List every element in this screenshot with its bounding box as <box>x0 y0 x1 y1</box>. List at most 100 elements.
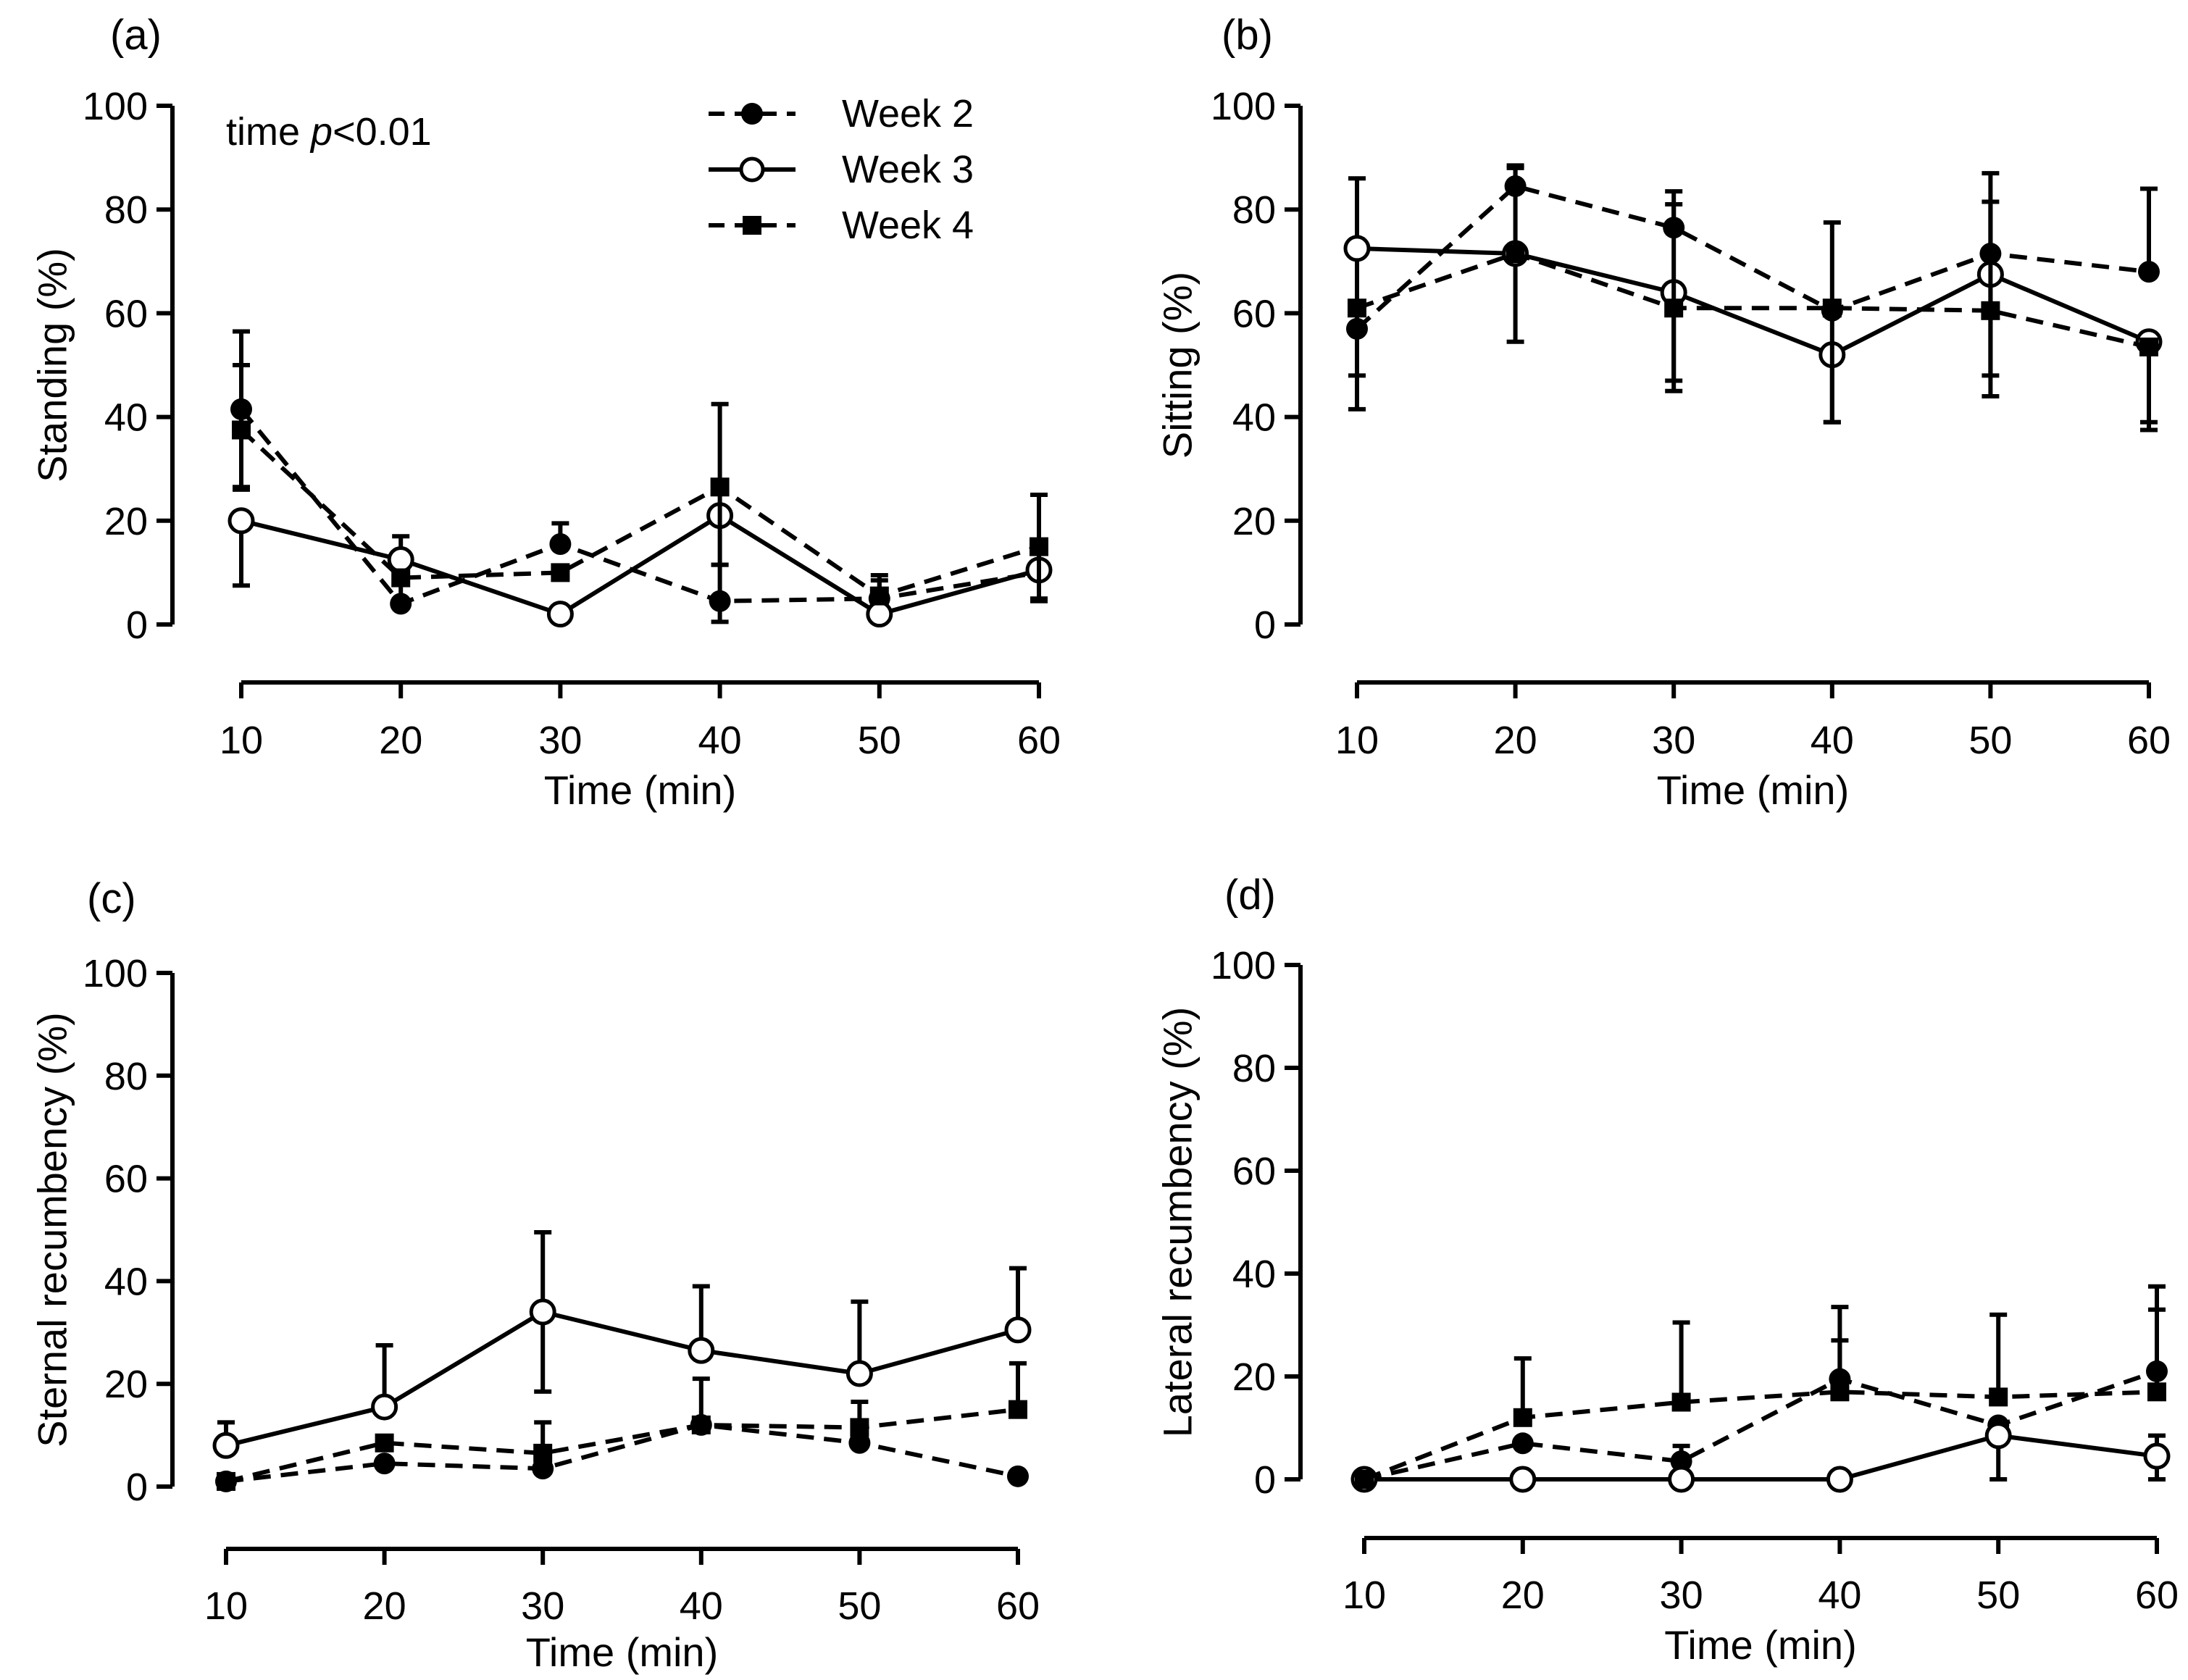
x-tick-label: 20 <box>363 1584 406 1628</box>
x-axis: 10 20 30 40 50 60 Time (min) <box>1335 680 2171 813</box>
y-tick-label: 60 <box>1232 292 1276 335</box>
panel-label: (c) <box>87 875 136 922</box>
x-tick-label: 30 <box>1660 1574 1703 1617</box>
data-point-filled-circle <box>2138 261 2160 283</box>
legend-marker-filled-square <box>743 216 761 235</box>
x-tick-label: 50 <box>1968 719 2012 762</box>
series-week-4 <box>1348 165 2158 425</box>
y-tick-label: 0 <box>126 603 148 647</box>
data-point-open-circle <box>845 1360 873 1387</box>
y-tick-label: 100 <box>1211 944 1276 987</box>
x-tick-label: 50 <box>838 1584 881 1628</box>
y-axis: 0 20 40 60 80 100 Standing (%) <box>30 85 175 647</box>
series-week-2 <box>1353 1284 2168 1490</box>
legend: Week 2 Week 3 Week 4 <box>709 92 974 247</box>
series-line <box>241 513 1040 617</box>
x-axis-title: Time (min) <box>526 1629 718 1675</box>
y-tick-label: 0 <box>126 1466 148 1509</box>
data-point-filled-square <box>1671 1392 1691 1412</box>
x-tick-label: 10 <box>204 1584 248 1628</box>
data-point-filled-square <box>232 420 251 440</box>
legend-entry-week-3: Week 3 <box>709 148 974 191</box>
y-tick-label: 60 <box>1232 1150 1276 1193</box>
x-axis-title: Time (min) <box>544 767 736 813</box>
y-tick-label: 100 <box>1211 85 1276 128</box>
data-point-filled-circle <box>1670 1450 1692 1473</box>
series-week-3 <box>227 502 1053 628</box>
x-axis: 10 20 30 40 50 60 Time (min) <box>204 1547 1040 1675</box>
data-point-filled-square <box>551 563 570 582</box>
x-tick-label: 30 <box>521 1584 564 1628</box>
data-point-filled-square <box>1355 1470 1374 1489</box>
data-point-filled-square <box>1348 298 1366 318</box>
y-tick-label: 0 <box>1254 603 1276 647</box>
data-point-filled-circle <box>1511 1432 1534 1455</box>
legend-entry-week-4: Week 4 <box>709 204 974 247</box>
data-point-filled-square <box>1989 1387 2008 1407</box>
data-point-filled-square <box>1009 1400 1027 1419</box>
y-tick-label: 80 <box>104 1055 148 1098</box>
x-tick-label: 60 <box>996 1584 1040 1628</box>
x-axis: 10 20 30 40 50 60 Time (min) <box>220 680 1061 813</box>
y-tick-label: 60 <box>104 292 148 335</box>
y-tick-label: 40 <box>1232 396 1276 440</box>
x-axis: 10 20 30 40 50 60 Time (min) <box>1343 1536 2179 1668</box>
data-point-filled-square <box>1822 298 1842 318</box>
series-line <box>239 407 1040 606</box>
x-tick-label: 10 <box>1335 719 1379 762</box>
series-line <box>225 1407 1019 1484</box>
data-point-filled-circle <box>549 533 572 556</box>
series-line <box>1356 246 2150 357</box>
series-week-2 <box>1346 163 2160 340</box>
x-tick-label: 40 <box>698 719 742 762</box>
panel-label: (a) <box>110 12 162 59</box>
data-point-filled-square <box>375 1433 394 1453</box>
series-line <box>239 428 1040 598</box>
series-line <box>225 1309 1019 1448</box>
data-point-filled-circle <box>848 1432 871 1454</box>
data-point-open-circle <box>529 1298 556 1326</box>
y-axis: 0 20 40 60 80 100 Sitting (%) <box>1155 85 1303 647</box>
series-week-4 <box>1355 1307 2166 1489</box>
y-axis-title: Sitting (%) <box>1155 272 1201 459</box>
data-point-filled-square <box>533 1443 553 1463</box>
data-point-open-circle <box>1343 235 1371 262</box>
data-point-filled-square <box>710 477 730 497</box>
data-point-filled-square <box>691 1415 711 1434</box>
data-point-open-circle <box>546 601 574 628</box>
series-week-3 <box>1343 176 2163 432</box>
x-axis-title: Time (min) <box>1664 1622 1856 1668</box>
series-week-3 <box>212 1230 1032 1459</box>
x-tick-label: 50 <box>858 719 901 762</box>
panel-b-sitting: (b) 0 20 40 60 80 100 Sitting (%) 10 20 30 40 50 60 T… <box>1155 12 2171 813</box>
y-tick-label: 80 <box>1232 188 1276 232</box>
x-tick-label: 40 <box>1818 1574 1861 1617</box>
data-point-filled-square <box>1664 298 1684 318</box>
x-tick-label: 40 <box>680 1584 723 1628</box>
panel-label: (d) <box>1224 872 1276 919</box>
data-point-open-circle <box>2143 1442 2171 1470</box>
x-axis-title: Time (min) <box>1657 767 1849 813</box>
y-tick-label: 40 <box>104 1260 148 1303</box>
data-point-open-circle <box>1826 1466 1853 1493</box>
data-point-open-circle <box>1668 1466 1695 1493</box>
data-point-open-circle <box>1004 1316 1032 1344</box>
x-tick-label: 60 <box>2127 719 2171 762</box>
legend-marker-open-circle <box>739 156 765 183</box>
significance-annotation: time p<0.01 <box>226 110 432 154</box>
data-point-open-circle <box>688 1337 715 1364</box>
x-tick-label: 50 <box>1976 1574 2020 1617</box>
legend-label: Week 2 <box>842 92 974 135</box>
data-point-open-circle <box>212 1432 240 1459</box>
panel-label: (b) <box>1222 12 1273 59</box>
data-point-filled-square <box>217 1471 235 1491</box>
legend-label: Week 3 <box>842 148 974 191</box>
y-axis-title: Standing (%) <box>30 248 75 482</box>
y-axis-title: Lateral recumbency (%) <box>1155 1007 1201 1437</box>
x-tick-label: 60 <box>2135 1574 2179 1617</box>
data-point-filled-square <box>2139 337 2158 356</box>
series-line <box>1356 251 2150 349</box>
